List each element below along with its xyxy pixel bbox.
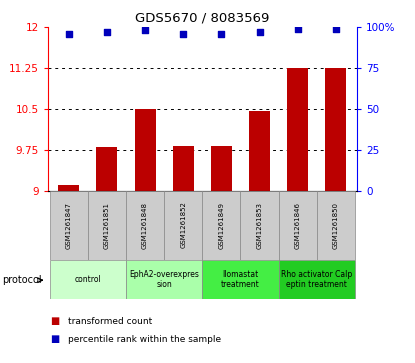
Bar [249, 110, 270, 191]
Bar [126, 260, 202, 299]
Text: GSM1261848: GSM1261848 [142, 201, 148, 249]
Text: percentile rank within the sample: percentile rank within the sample [68, 335, 222, 344]
Point [104, 29, 110, 35]
Bar [126, 191, 164, 260]
Bar [287, 68, 308, 191]
Bar [202, 191, 240, 260]
Text: GSM1261851: GSM1261851 [104, 201, 110, 249]
Text: control: control [74, 275, 101, 284]
Bar [325, 68, 347, 191]
Point [218, 31, 225, 37]
Bar [240, 191, 278, 260]
Text: GSM1261846: GSM1261846 [295, 201, 301, 249]
Text: ■: ■ [50, 316, 59, 326]
Point [332, 26, 339, 32]
Text: protocol: protocol [2, 275, 42, 285]
Bar [58, 185, 79, 191]
Bar [164, 191, 202, 260]
Bar [317, 191, 355, 260]
Text: GSM1261847: GSM1261847 [66, 201, 72, 249]
Text: ■: ■ [50, 334, 59, 344]
Bar [50, 191, 88, 260]
Bar [278, 191, 317, 260]
Text: Ilomastat
treatment: Ilomastat treatment [221, 270, 260, 289]
Point [294, 26, 301, 32]
Text: GSM1261852: GSM1261852 [180, 201, 186, 249]
Bar [173, 146, 194, 191]
Text: GSM1261853: GSM1261853 [256, 201, 263, 249]
Text: EphA2-overexpres
sion: EphA2-overexpres sion [129, 270, 199, 289]
Point [256, 29, 263, 35]
Bar [88, 191, 126, 260]
Point [180, 31, 187, 37]
Text: GSM1261849: GSM1261849 [218, 201, 225, 249]
Point [66, 31, 72, 37]
Bar [278, 260, 355, 299]
Text: Rho activator Calp
eptin treatment: Rho activator Calp eptin treatment [281, 270, 352, 289]
Bar [202, 260, 278, 299]
Text: transformed count: transformed count [68, 317, 153, 326]
Bar [211, 146, 232, 191]
Text: GSM1261850: GSM1261850 [333, 201, 339, 249]
Bar [96, 147, 117, 191]
Title: GDS5670 / 8083569: GDS5670 / 8083569 [135, 12, 269, 25]
Bar [134, 109, 156, 191]
Point [142, 28, 149, 33]
Bar [50, 260, 126, 299]
